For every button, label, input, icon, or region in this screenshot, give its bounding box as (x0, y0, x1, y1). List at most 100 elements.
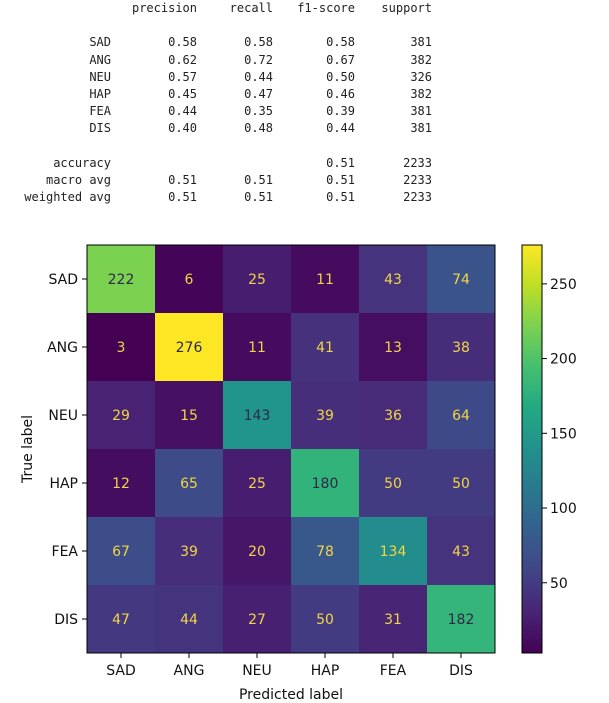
matrix-cell-value: 36 (384, 408, 402, 424)
matrix-cell (427, 381, 495, 449)
matrix-cell (291, 517, 359, 585)
report-cell: 381 (410, 104, 432, 119)
report-cell: 382 (410, 52, 432, 67)
colorbar-tick-label: 250 (550, 277, 577, 293)
report-cell: 0.48 (244, 121, 273, 136)
matrix-cell-value: 25 (248, 476, 266, 492)
report-cell: 2233 (403, 190, 432, 205)
matrix-cell (155, 449, 223, 517)
y-tick-label: ANG (47, 340, 78, 356)
matrix-cell-value: 13 (384, 340, 402, 356)
report-cell: 0.67 (326, 52, 355, 67)
matrix-cell-value: 29 (112, 408, 130, 424)
matrix-cell (427, 313, 495, 381)
report-cell: 2233 (403, 172, 432, 187)
report-class-row: HAP 0.45 0.47 0.46 382 (0, 86, 432, 103)
y-tick-label: HAP (49, 476, 78, 492)
report-row-label: accuracy (53, 155, 111, 170)
matrix-cell (359, 585, 427, 653)
report-header: support (381, 1, 432, 15)
matrix-cell-value: 276 (176, 340, 203, 356)
report-cell: 0.51 (326, 172, 355, 187)
matrix-cell-value: 180 (312, 476, 339, 492)
report-cell: 0.58 (326, 35, 355, 50)
matrix-cell (223, 313, 291, 381)
report-cell: 0.44 (244, 69, 273, 84)
report-row-label: HAP (89, 86, 111, 101)
matrix-cell (291, 313, 359, 381)
matrix-cell (87, 585, 155, 653)
matrix-cell (87, 381, 155, 449)
y-tick-label: NEU (48, 408, 78, 424)
report-row-label: macro avg (45, 172, 111, 187)
matrix-cell (155, 245, 223, 313)
matrix-cell-value: 50 (384, 476, 402, 492)
matrix-cell (291, 585, 359, 653)
report-class-row: SAD 0.58 0.58 0.58 381 (0, 34, 432, 51)
matrix-cell-value: 47 (112, 612, 130, 628)
report-cell: 381 (410, 35, 432, 50)
x-tick-label: ANG (174, 663, 205, 679)
report-cell: 0.58 (244, 35, 273, 50)
matrix-cell-value: 43 (452, 544, 470, 560)
report-cell: 0.62 (168, 52, 197, 67)
report-cell: 0.72 (244, 52, 273, 67)
matrix-cell (223, 381, 291, 449)
report-cell: 381 (410, 121, 432, 136)
report-class-row: DIS 0.40 0.48 0.44 381 (0, 120, 432, 137)
report-cell: 0.39 (326, 104, 355, 119)
report-cell: 0.51 (326, 190, 355, 205)
matrix-cell-value: 3 (117, 340, 126, 356)
report-cell: 2233 (403, 155, 432, 170)
matrix-cell-value: 67 (112, 544, 130, 560)
x-tick-label: SAD (106, 663, 136, 679)
matrix-cell (359, 381, 427, 449)
matrix-cell (427, 245, 495, 313)
matrix-cell (87, 449, 155, 517)
x-tick-label: FEA (380, 663, 407, 679)
x-tick-label: NEU (242, 663, 272, 679)
x-tick-label: DIS (449, 663, 473, 679)
report-cell: 0.44 (168, 104, 197, 119)
matrix-cell (87, 313, 155, 381)
matrix-cell (359, 245, 427, 313)
matrix-cell (155, 585, 223, 653)
matrix-cell (87, 245, 155, 313)
report-header: f1-score (297, 1, 355, 15)
matrix-cell (87, 517, 155, 585)
report-cell: 0.40 (168, 121, 197, 136)
colorbar-tick-label: 100 (550, 501, 577, 517)
matrix-cell-value: 44 (180, 612, 198, 628)
report-header: precision (131, 1, 197, 15)
report-cell: 0.51 (168, 190, 197, 205)
matrix-cell (427, 449, 495, 517)
matrix-cell-value: 39 (180, 544, 198, 560)
report-cell: 0.51 (326, 155, 355, 170)
matrix-cell-value: 64 (452, 408, 470, 424)
report-summary-row: macro avg 0.51 0.51 0.51 2233 (0, 172, 432, 189)
matrix-cell-value: 50 (452, 476, 470, 492)
matrix-cell (427, 517, 495, 585)
report-summary-row: weighted avg 0.51 0.51 0.51 2233 (0, 189, 432, 206)
matrix-cell-value: 41 (316, 340, 334, 356)
y-tick-label: SAD (48, 272, 78, 288)
y-axis-label: True label (20, 415, 36, 484)
matrix-cell (155, 381, 223, 449)
report-cell: 0.50 (326, 69, 355, 84)
matrix-cell-value: 134 (380, 544, 407, 560)
colorbar-tick-label: 200 (550, 352, 577, 368)
classification-report: precision recall f1-score support SAD 0.58 0.5… (0, 0, 432, 206)
report-row-label: ANG (89, 52, 111, 67)
report-cell: 0.51 (168, 172, 197, 187)
matrix-cell-value: 39 (316, 408, 334, 424)
matrix-cell-value: 15 (180, 408, 198, 424)
matrix-cell-value: 222 (108, 272, 135, 288)
report-row-label: SAD (89, 35, 111, 50)
matrix-cell-value: 12 (112, 476, 130, 492)
matrix-cell (359, 517, 427, 585)
report-cell: 0.51 (244, 172, 273, 187)
matrix-cell-value: 25 (248, 272, 266, 288)
report-summary-row: accuracy 0.51 2233 (0, 155, 432, 172)
matrix-cell-value: 143 (244, 408, 271, 424)
report-cell: 0.58 (168, 35, 197, 50)
